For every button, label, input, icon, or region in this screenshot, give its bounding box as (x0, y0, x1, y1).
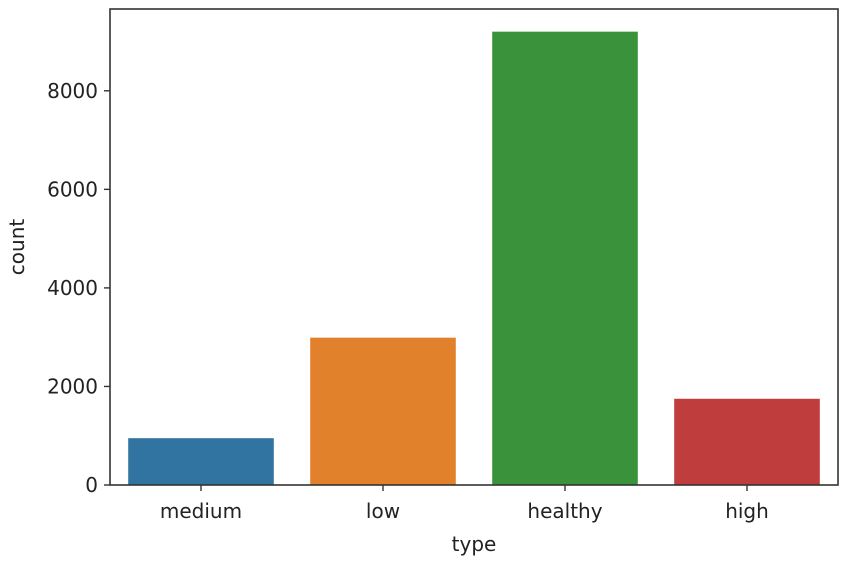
y-tick-label: 6000 (47, 177, 98, 201)
y-axis-ticks: 0 2000 4000 6000 8000 (47, 79, 110, 497)
y-axis-label: count (5, 219, 29, 276)
x-tick-label: healthy (527, 499, 602, 523)
bar-low (310, 337, 456, 485)
x-axis-ticks: medium low healthy high (160, 485, 769, 523)
bars-group (128, 31, 820, 486)
plot-frame (109, 8, 839, 486)
x-tick-label: low (366, 499, 400, 523)
x-tick-label: medium (160, 499, 242, 523)
bar-high (674, 398, 820, 485)
y-tick-label: 4000 (47, 276, 98, 300)
y-tick-label: 8000 (47, 79, 98, 103)
bar-healthy (492, 31, 638, 486)
bar-medium (128, 438, 274, 485)
y-tick-label: 0 (85, 473, 98, 497)
x-tick-label: high (725, 499, 769, 523)
x-axis-label: type (452, 532, 497, 556)
y-tick-label: 2000 (47, 374, 98, 398)
